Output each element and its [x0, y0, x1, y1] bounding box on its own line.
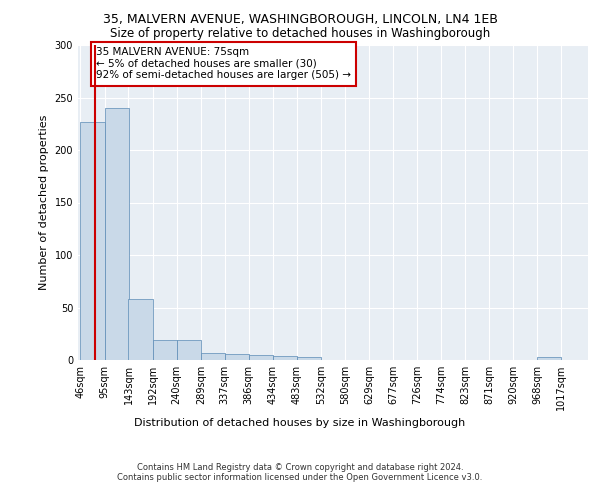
- Text: Contains HM Land Registry data © Crown copyright and database right 2024.: Contains HM Land Registry data © Crown c…: [137, 464, 463, 472]
- Text: Size of property relative to detached houses in Washingborough: Size of property relative to detached ho…: [110, 28, 490, 40]
- Bar: [297, 357, 321, 360]
- Y-axis label: Number of detached properties: Number of detached properties: [39, 115, 49, 290]
- Bar: [104, 108, 129, 360]
- Bar: [201, 352, 225, 360]
- Text: 35 MALVERN AVENUE: 75sqm
← 5% of detached houses are smaller (30)
92% of semi-de: 35 MALVERN AVENUE: 75sqm ← 5% of detache…: [96, 47, 351, 80]
- Text: Distribution of detached houses by size in Washingborough: Distribution of detached houses by size …: [134, 418, 466, 428]
- Bar: [249, 355, 273, 360]
- Bar: [176, 340, 201, 360]
- Text: 35, MALVERN AVENUE, WASHINGBOROUGH, LINCOLN, LN4 1EB: 35, MALVERN AVENUE, WASHINGBOROUGH, LINC…: [103, 12, 497, 26]
- Bar: [272, 356, 297, 360]
- Bar: [153, 340, 177, 360]
- Bar: [537, 357, 562, 360]
- Bar: [128, 299, 153, 360]
- Text: Contains public sector information licensed under the Open Government Licence v3: Contains public sector information licen…: [118, 474, 482, 482]
- Bar: [224, 354, 249, 360]
- Bar: [80, 122, 104, 360]
